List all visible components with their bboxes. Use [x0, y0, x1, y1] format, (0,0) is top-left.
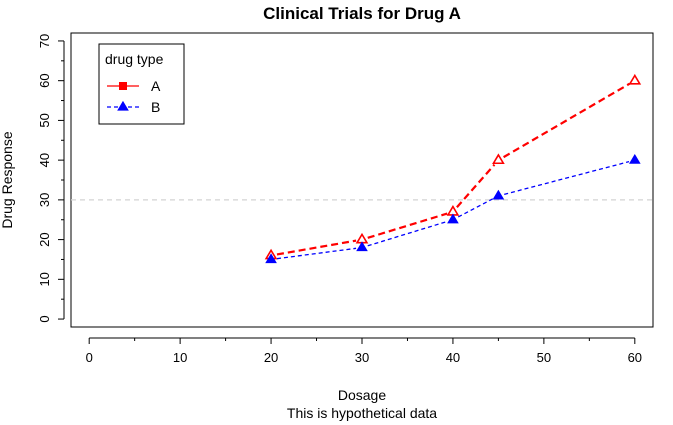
series-line-segment	[276, 239, 357, 256]
data-point	[492, 153, 505, 165]
chart-title: Clinical Trials for Drug A	[263, 4, 461, 23]
data-point	[447, 213, 459, 224]
series-B	[265, 153, 641, 264]
data-point	[492, 189, 505, 200]
series-line-segment	[503, 82, 631, 159]
x-tick-label: 40	[446, 350, 460, 365]
chart-subtitle: This is hypothetical data	[287, 405, 437, 421]
legend: drug type AB	[98, 43, 185, 125]
x-axis: 0 10 20 30 40 50 60	[86, 337, 642, 365]
data-point	[628, 73, 642, 85]
y-tick-label: 10	[37, 272, 52, 286]
x-tick-label: 50	[537, 350, 551, 365]
legend-marker	[117, 100, 129, 111]
legend-marker	[119, 82, 127, 90]
series-line-segment	[457, 198, 494, 218]
legend-item-B: B	[107, 99, 160, 115]
x-tick-label: 30	[355, 350, 369, 365]
series-line-segment	[456, 163, 496, 209]
y-tick-label: 30	[37, 193, 52, 207]
x-tick-label: 20	[264, 350, 278, 365]
y-tick-label: 50	[37, 113, 52, 127]
y-axis: 0 10 20 30 40 50 60 70	[37, 34, 65, 323]
x-tick-label: 60	[628, 350, 642, 365]
y-tick-label: 70	[37, 34, 52, 48]
data-point	[265, 253, 277, 264]
series-line-segment	[504, 161, 630, 195]
legend-item-A: A	[107, 78, 161, 94]
y-axis-label: Drug Response	[0, 131, 15, 228]
x-tick-label: 10	[173, 350, 187, 365]
legend-label: B	[151, 99, 160, 115]
y-tick-label: 0	[37, 315, 52, 322]
series-A	[264, 73, 642, 260]
series-line-segment	[276, 247, 357, 260]
legend-title: drug type	[105, 51, 164, 67]
legend-label: A	[151, 78, 161, 94]
plot-area	[70, 32, 654, 328]
data-point	[628, 153, 641, 164]
data-point	[356, 241, 368, 252]
series-line-segment	[367, 212, 448, 239]
x-tick-label: 0	[86, 350, 93, 365]
y-tick-label: 60	[37, 73, 52, 87]
y-tick-label: 20	[37, 232, 52, 246]
x-axis-label: Dosage	[338, 387, 386, 403]
y-tick-label: 40	[37, 153, 52, 167]
legend-box	[98, 43, 185, 125]
